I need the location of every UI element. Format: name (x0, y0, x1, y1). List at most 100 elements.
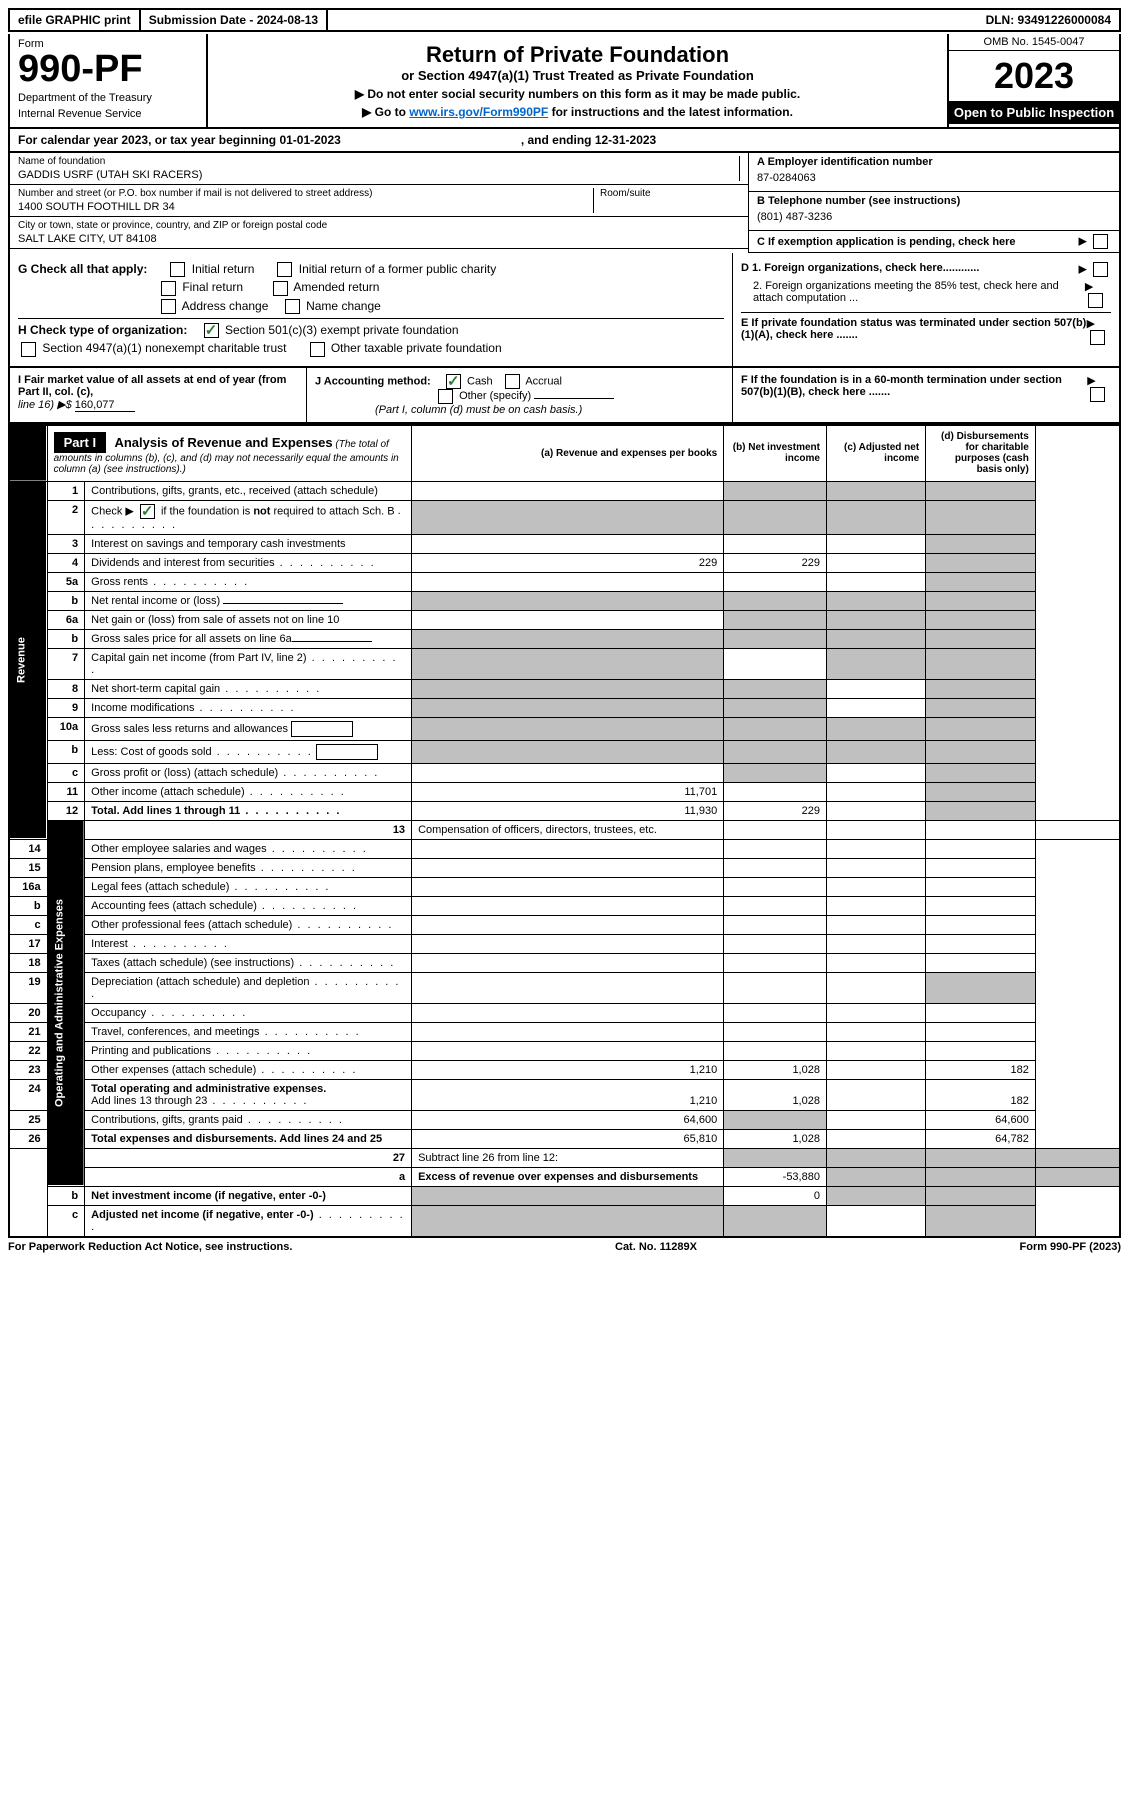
ein-label: A Employer identification number (757, 156, 1111, 168)
final-label: Final return (182, 280, 243, 294)
row-5a: Gross rents (91, 576, 148, 588)
submission-date: Submission Date - 2024-08-13 (141, 10, 328, 30)
dept: Department of the Treasury (18, 92, 198, 104)
final-checkbox[interactable] (161, 281, 176, 296)
footer-mid: Cat. No. 11289X (615, 1241, 697, 1253)
calendar-row: For calendar year 2023, or tax year begi… (8, 129, 1121, 153)
room-label: Room/suite (600, 188, 740, 199)
efile-label: efile GRAPHIC print (10, 10, 141, 30)
d1-label: D 1. Foreign organizations, check here..… (741, 262, 979, 277)
r26-a: 65,810 (412, 1129, 724, 1148)
topbar: efile GRAPHIC print Submission Date - 20… (8, 8, 1121, 32)
r27b-b: 0 (724, 1186, 827, 1205)
omb: OMB No. 1545-0047 (949, 34, 1119, 51)
f-checkbox[interactable] (1090, 387, 1105, 402)
footer: For Paperwork Reduction Act Notice, see … (8, 1241, 1121, 1253)
city-label: City or town, state or province, country… (18, 220, 740, 231)
instr2-prefix: ▶ Go to (362, 105, 409, 119)
j-cash-label: Cash (467, 375, 493, 387)
addr-change-checkbox[interactable] (161, 299, 176, 314)
dln: DLN: 93491226000084 (978, 10, 1119, 30)
r24-a: 1,210 (412, 1079, 724, 1110)
instr2: ▶ Go to www.irs.gov/Form990PF for instru… (216, 105, 939, 119)
row-21: Travel, conferences, and meetings (91, 1026, 259, 1038)
row-13: Compensation of officers, directors, tru… (412, 820, 724, 839)
c-label: C If exemption application is pending, c… (757, 236, 1016, 248)
initial-checkbox[interactable] (170, 262, 185, 277)
name-change-checkbox[interactable] (285, 299, 300, 314)
c-checkbox[interactable] (1093, 234, 1108, 249)
initial-former-checkbox[interactable] (277, 262, 292, 277)
row-5b: Net rental income or (loss) (91, 595, 220, 607)
r12-a: 11,930 (412, 801, 724, 820)
row-10b: Less: Cost of goods sold (91, 746, 211, 758)
e-label: E If private foundation status was termi… (741, 317, 1087, 345)
r12-b: 229 (724, 801, 827, 820)
foundation-name: GADDIS USRF (UTAH SKI RACERS) (18, 167, 739, 181)
row-23: Other expenses (attach schedule) (91, 1064, 256, 1076)
row-27: Subtract line 26 from line 12: (412, 1148, 724, 1167)
row-27a: Excess of revenue over expenses and disb… (412, 1167, 724, 1186)
r23-b: 1,028 (724, 1060, 827, 1079)
e-checkbox[interactable] (1090, 330, 1105, 345)
r11-a: 11,701 (412, 782, 724, 801)
h-other-checkbox[interactable] (310, 342, 325, 357)
amended-checkbox[interactable] (273, 281, 288, 296)
footer-right: Form 990-PF (2023) (1020, 1241, 1121, 1253)
i-line: line 16) ▶$ (18, 399, 72, 411)
instr2-suffix: for instructions and the latest informat… (548, 105, 793, 119)
row-22: Printing and publications (91, 1045, 211, 1057)
addr-label: Number and street (or P.O. box number if… (18, 188, 593, 199)
phone-label: B Telephone number (see instructions) (757, 195, 1111, 207)
irs: Internal Revenue Service (18, 108, 198, 120)
row-27c: Adjusted net income (if negative, enter … (91, 1209, 313, 1221)
d2-checkbox[interactable] (1088, 293, 1103, 308)
row-14: Other employee salaries and wages (91, 843, 266, 855)
j-label: J Accounting method: (315, 375, 431, 387)
j-note: (Part I, column (d) must be on cash basi… (315, 404, 582, 416)
h-501c3-label: Section 501(c)(3) exempt private foundat… (225, 323, 458, 337)
row-1: Contributions, gifts, grants, etc., rece… (85, 481, 412, 500)
row-10a: Gross sales less returns and allowances (91, 723, 288, 735)
r23-a: 1,210 (412, 1060, 724, 1079)
foundation-info: Name of foundation GADDIS USRF (UTAH SKI… (8, 153, 1121, 253)
row-11: Other income (attach schedule) (91, 786, 244, 798)
f-label: F If the foundation is in a 60-month ter… (741, 374, 1087, 416)
title: Return of Private Foundation (216, 42, 939, 68)
row-2: Check ▶ if the foundation is not require… (85, 500, 412, 534)
d1-checkbox[interactable] (1093, 262, 1108, 277)
row-19: Depreciation (attach schedule) and deple… (91, 976, 309, 988)
row-27b: Net investment income (if negative, ente… (91, 1190, 326, 1202)
row-2-not: not (253, 505, 270, 517)
h-label: H Check type of organization: (18, 323, 187, 337)
addr-change-label: Address change (182, 299, 269, 313)
row-16c: Other professional fees (attach schedule… (91, 919, 292, 931)
analysis-table: Part I Analysis of Revenue and Expenses … (8, 424, 1121, 1238)
r25-d: 64,600 (926, 1110, 1036, 1129)
row-4: Dividends and interest from securities (91, 557, 274, 569)
revenue-side-label: Revenue (9, 481, 47, 839)
row-10c: Gross profit or (loss) (attach schedule) (91, 767, 278, 779)
subtitle: or Section 4947(a)(1) Trust Treated as P… (216, 68, 939, 83)
row-18: Taxes (attach schedule) (see instruction… (91, 957, 294, 969)
j-other-checkbox[interactable] (438, 389, 453, 404)
check-section-g: G Check all that apply: Initial return I… (8, 253, 1121, 368)
name-change-label: Name change (306, 299, 381, 313)
row-8: Net short-term capital gain (91, 683, 220, 695)
r26-b: 1,028 (724, 1129, 827, 1148)
h-501c3-checkbox[interactable] (204, 323, 219, 338)
h-other-label: Other taxable private foundation (331, 341, 502, 355)
i-label: I Fair market value of all assets at end… (18, 374, 286, 398)
j-cash-checkbox[interactable] (446, 374, 461, 389)
schb-checkbox[interactable] (140, 504, 155, 519)
h-4947-checkbox[interactable] (21, 342, 36, 357)
ein: 87-0284063 (757, 168, 1111, 188)
calendar-ending: , and ending 12-31-2023 (521, 133, 656, 147)
r4-a: 229 (412, 553, 724, 572)
col-a-header: (a) Revenue and expenses per books (412, 425, 724, 482)
instr2-link[interactable]: www.irs.gov/Form990PF (409, 105, 548, 119)
j-accrual-checkbox[interactable] (505, 374, 520, 389)
form-header: Form 990-PF Department of the Treasury I… (8, 34, 1121, 129)
row-25: Contributions, gifts, grants paid (91, 1114, 243, 1126)
r4-b: 229 (724, 553, 827, 572)
